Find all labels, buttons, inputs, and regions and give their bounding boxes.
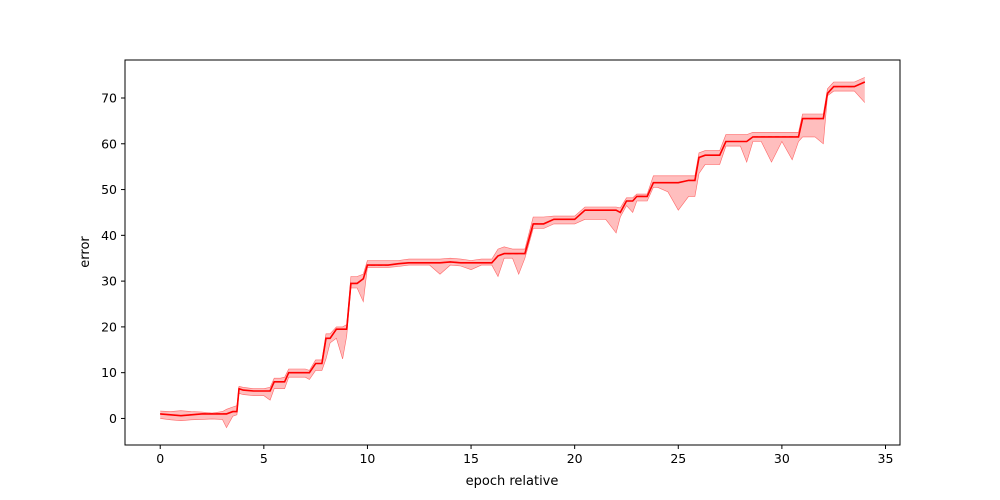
x-tick-label: 20 [567, 451, 583, 466]
spread-band [160, 77, 865, 428]
run-line-upper [160, 77, 865, 414]
y-tick-label: 30 [101, 274, 117, 289]
plot-frame [124, 59, 901, 446]
x-tick-label: 35 [878, 451, 894, 466]
x-tick-label: 10 [359, 451, 375, 466]
plot-content [160, 77, 866, 429]
mean-line [160, 81, 866, 417]
y-tick-label: 10 [101, 365, 117, 380]
x-tick-label: 15 [463, 451, 479, 466]
y-tick-label: 20 [101, 319, 117, 334]
x-tick-label: 30 [774, 451, 790, 466]
y-axis-ticks: 0 10 20 30 40 50 60 70 [101, 90, 125, 426]
y-tick-label: 70 [101, 90, 117, 105]
x-tick-label: 0 [156, 451, 164, 466]
y-axis-label: error [78, 236, 93, 268]
y-tick-label: 40 [101, 228, 117, 243]
x-axis-ticks: 0 5 10 15 20 25 30 35 [156, 445, 893, 466]
run-line-lower [160, 90, 866, 429]
y-tick-label: 0 [109, 411, 117, 426]
x-axis-label: epoch relative [466, 474, 559, 489]
x-tick-label: 25 [670, 451, 686, 466]
x-tick-label: 5 [260, 451, 268, 466]
y-tick-label: 50 [101, 182, 117, 197]
y-tick-label: 60 [101, 136, 117, 151]
